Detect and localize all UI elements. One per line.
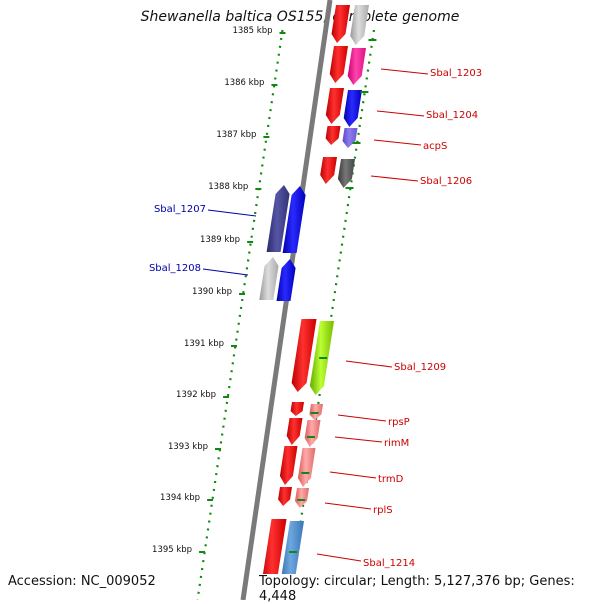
gene-label[interactable]: Sbal_1208	[149, 263, 201, 274]
gene-label[interactable]: acpS	[423, 141, 447, 152]
gene-trmd[interactable]	[297, 448, 316, 487]
gene-rimm[interactable]	[304, 420, 321, 447]
gene-red-2[interactable]	[329, 46, 348, 83]
gene-label[interactable]: rimM	[384, 438, 409, 449]
gene-rpls-red[interactable]	[278, 487, 292, 506]
gene-sbal-1208[interactable]	[259, 257, 279, 300]
scale-tick-label: 1394 kbp	[160, 493, 200, 503]
gene-blue-1208[interactable]	[276, 259, 296, 301]
gene-label[interactable]: rplS	[373, 505, 393, 516]
scale-tick-label: 1395 kbp	[152, 545, 192, 555]
gene-label[interactable]: Sbal_1203	[430, 68, 482, 79]
gene-red-4[interactable]	[325, 126, 341, 145]
scale-dotted-line	[196, 29, 284, 600]
gene-red-5[interactable]	[320, 157, 337, 184]
gene-acps[interactable]	[342, 128, 358, 148]
gene-label[interactable]: rpsP	[388, 417, 410, 428]
gene-rpls[interactable]	[295, 488, 309, 508]
scale-tick-label: 1385 kbp	[232, 26, 272, 36]
gene-red-1[interactable]	[331, 5, 351, 43]
scale-tick-label: 1390 kbp	[192, 287, 232, 297]
gene-red-6[interactable]	[291, 319, 317, 392]
scale-tick-label: 1386 kbp	[224, 78, 264, 88]
gene-callout-line	[376, 110, 425, 117]
gene-label[interactable]: Sbal_1207	[154, 204, 206, 215]
guide-dotted-line	[287, 29, 376, 600]
gene-callout-line	[202, 268, 249, 276]
gene-label[interactable]: trmD	[378, 474, 404, 485]
gene-trmd-red[interactable]	[279, 446, 298, 485]
gene-callout-line	[370, 175, 419, 182]
gene-rpsp-red[interactable]	[290, 402, 304, 416]
gene-callout-line	[316, 553, 362, 562]
gene-gray-top[interactable]	[350, 5, 369, 45]
scale-tick-label: 1388 kbp	[208, 182, 248, 192]
gene-sbal-1204[interactable]	[343, 90, 362, 127]
gene-callout-line	[380, 68, 429, 75]
gene-label[interactable]: Sbal_1209	[394, 362, 446, 373]
scale-tick-label: 1391 kbp	[184, 339, 224, 349]
gene-callout-line	[337, 414, 387, 422]
gene-blue-1207[interactable]	[282, 186, 306, 253]
gene-sbal-1206[interactable]	[337, 159, 355, 188]
gene-callout-line	[329, 471, 377, 479]
gene-label[interactable]: Sbal_1204	[426, 110, 478, 121]
gene-red-3[interactable]	[325, 88, 344, 124]
gene-sbal-1203[interactable]	[347, 48, 366, 85]
scale-tick-label: 1389 kbp	[200, 235, 240, 245]
gene-callout-line	[324, 502, 372, 510]
gene-label[interactable]: Sbal_1214	[363, 558, 415, 569]
gene-callout-line	[373, 139, 422, 146]
gene-label[interactable]: Sbal_1206	[420, 176, 472, 187]
map-title: Shewanella baltica OS155, complete genom…	[140, 9, 460, 25]
scale-tick-label: 1392 kbp	[176, 390, 216, 400]
gene-rimm-red[interactable]	[286, 418, 303, 445]
scale-tick-label: 1393 kbp	[168, 442, 208, 452]
gene-callout-line	[207, 209, 257, 217]
scale-tick-label: 1387 kbp	[216, 130, 256, 140]
gene-sbal-1207[interactable]	[266, 185, 290, 252]
gene-callout-line	[334, 436, 383, 443]
gene-callout-line	[345, 360, 393, 368]
accession-text: Accession: NC_009052	[8, 574, 156, 589]
